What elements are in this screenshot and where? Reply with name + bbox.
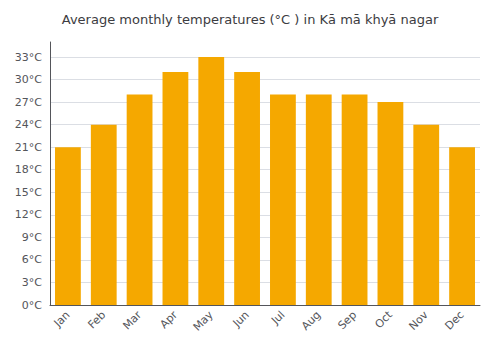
svg-text:Dec: Dec bbox=[442, 308, 466, 332]
svg-text:12°C: 12°C bbox=[15, 208, 42, 221]
svg-text:3°C: 3°C bbox=[22, 276, 42, 289]
svg-text:33°C: 33°C bbox=[15, 51, 42, 64]
svg-text:24°C: 24°C bbox=[15, 118, 42, 131]
svg-text:15°C: 15°C bbox=[15, 186, 42, 199]
svg-text:Mar: Mar bbox=[120, 308, 144, 332]
svg-text:9°C: 9°C bbox=[22, 231, 42, 244]
svg-text:21°C: 21°C bbox=[15, 141, 42, 154]
svg-text:Average monthly temperatures (: Average monthly temperatures (°C ) in Kā… bbox=[62, 12, 439, 27]
svg-text:27°C: 27°C bbox=[15, 96, 42, 109]
svg-text:Oct: Oct bbox=[372, 308, 395, 331]
svg-text:Aug: Aug bbox=[299, 308, 323, 332]
svg-text:Sep: Sep bbox=[335, 308, 359, 332]
svg-text:30°C: 30°C bbox=[15, 73, 42, 86]
svg-text:Jul: Jul bbox=[268, 308, 287, 327]
svg-text:18°C: 18°C bbox=[15, 163, 42, 176]
svg-text:May: May bbox=[191, 308, 217, 334]
svg-text:Jan: Jan bbox=[51, 308, 73, 330]
svg-text:Feb: Feb bbox=[85, 308, 108, 331]
svg-text:Apr: Apr bbox=[157, 308, 180, 331]
svg-text:0°C: 0°C bbox=[22, 299, 42, 312]
svg-text:Nov: Nov bbox=[406, 308, 431, 333]
svg-text:Jun: Jun bbox=[230, 308, 252, 330]
svg-text:6°C: 6°C bbox=[22, 253, 42, 266]
